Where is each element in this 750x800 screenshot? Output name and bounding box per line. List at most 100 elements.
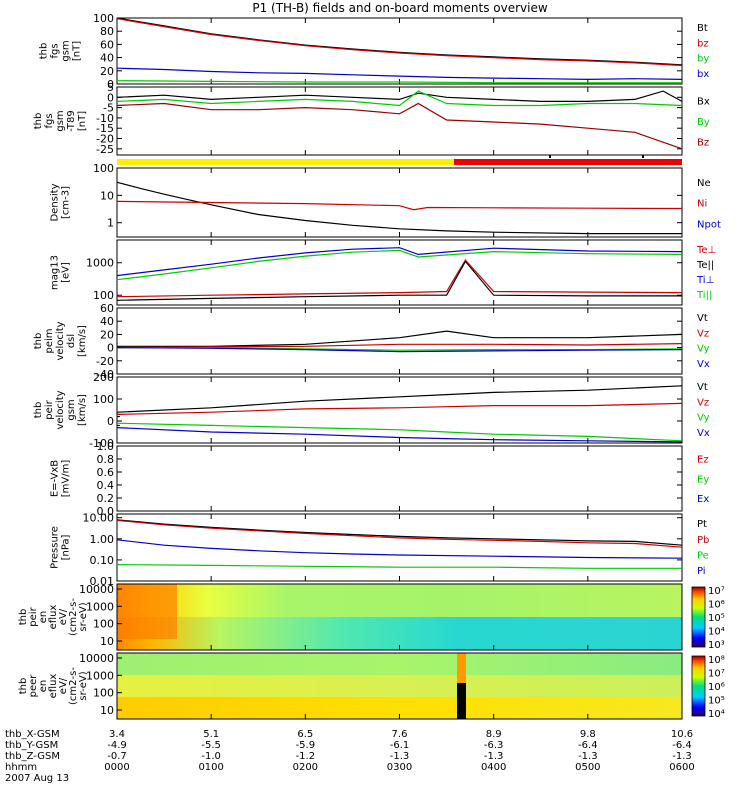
- y-tick-label: 0.6: [97, 466, 115, 479]
- ephemeris-value: -6.4: [672, 740, 692, 751]
- series-line-by: [116, 80, 682, 84]
- legend-by: by: [697, 54, 709, 65]
- colorbar-label: 10⁴: [708, 709, 725, 720]
- legend-Bz: Bz: [697, 138, 709, 149]
- ephemeris-value: -0.7: [107, 751, 127, 762]
- panel-frame: [116, 445, 683, 512]
- y-axis-label: peim: [44, 328, 55, 353]
- y-tick-label: -20: [96, 133, 114, 146]
- ephemeris-value: -6.1: [390, 740, 410, 751]
- legend-Vy: Vy: [697, 344, 710, 355]
- y-tick-label: 1000: [86, 600, 114, 613]
- y-axis-label: [mV/m]: [61, 460, 72, 498]
- y-axis-label: eflux: [48, 605, 59, 630]
- legend-Te||: Te||: [696, 260, 714, 271]
- y-tick-label: 0: [107, 78, 114, 91]
- colorbar-label: 10⁸: [708, 655, 725, 666]
- status-bar-tick: [549, 155, 551, 158]
- series-line-Pe: [116, 563, 682, 569]
- legend-Vt: Vt: [697, 382, 708, 393]
- series-line-Vy: [117, 347, 683, 351]
- spectrogram-electron-datagap: [457, 653, 466, 719]
- y-axis-label: [nT]: [72, 41, 83, 61]
- colorbar-label: 10⁷: [708, 669, 725, 680]
- status-bar: [117, 155, 682, 165]
- date-label: 2007 Aug 13: [5, 773, 69, 784]
- y-axis-label: thb: [18, 678, 29, 695]
- y-axis-label: dsl: [66, 334, 77, 348]
- series-line-Vx: [116, 347, 683, 353]
- legend-Ti⊥: Ti⊥: [696, 275, 714, 286]
- y-axis-label: [eV]: [61, 262, 72, 283]
- y-tick-label: 1.0: [97, 440, 115, 453]
- legend-Npot: Npot: [697, 220, 721, 231]
- y-axis-label: [nPa]: [61, 534, 72, 560]
- time-tick-label: 0000: [104, 762, 129, 773]
- panel-efield: 0.00.20.40.60.81.0 E=-VxB [mV/m] Ez Ey Ex: [50, 440, 710, 518]
- series-line-Pb: [116, 519, 683, 548]
- status-bar-yellow: [117, 159, 454, 165]
- ephemeris-value: 6.5: [297, 729, 313, 740]
- y-tick-label: 0.0: [97, 505, 115, 518]
- legend-Ex: Ex: [697, 494, 709, 505]
- colorbar-peir-en: [691, 586, 706, 648]
- legend-Vy: Vy: [697, 413, 710, 424]
- series-line-Vx: [116, 427, 683, 443]
- spectrogram-electron-bottom: [117, 697, 682, 719]
- y-axis-label: en: [38, 680, 49, 693]
- y-tick-label: 10: [100, 189, 114, 202]
- y-axis-label: thb: [39, 43, 50, 60]
- ephemeris-value: 7.6: [392, 729, 408, 740]
- ephemeris-label: thb_X-GSM: [5, 729, 60, 740]
- y-tick-label: 80: [100, 25, 114, 38]
- y-tick-label: 60: [100, 38, 114, 51]
- y-axis-label: velocity: [55, 390, 66, 429]
- series-line-Ne: [116, 181, 682, 235]
- y-tick-label: 100: [93, 687, 114, 700]
- legend-Pi: Pi: [697, 566, 706, 577]
- y-axis-label: thb: [33, 402, 44, 419]
- time-tick-label: 0600: [669, 762, 694, 773]
- y-axis-label: sr-eV): [78, 671, 89, 700]
- colorbar-peer-en: [691, 655, 706, 717]
- y-tick-label: 10: [100, 635, 114, 648]
- colorbar-label: 10⁶: [708, 682, 725, 693]
- y-axis-label: peer: [28, 674, 39, 698]
- legend-Vz: Vz: [697, 397, 709, 408]
- y-tick-label: -15: [96, 122, 114, 135]
- y-axis-label: eflux: [48, 674, 59, 699]
- y-axis-label: velocity: [55, 321, 66, 360]
- y-tick-label: 1: [107, 217, 114, 230]
- y-tick-label: 0: [107, 415, 114, 428]
- y-tick-label: 20: [100, 328, 114, 341]
- legend-Ne: Ne: [697, 178, 711, 189]
- y-axis-label: [km/s]: [77, 325, 88, 357]
- colorbar-label: 10³: [708, 640, 725, 651]
- series-line-Pi: [116, 539, 683, 559]
- series-line-Vt: [117, 330, 683, 347]
- series-line-bz: [116, 18, 683, 67]
- y-axis-label: [km/s]: [77, 394, 88, 426]
- legend-Bx: Bx: [697, 97, 710, 108]
- legend-bx: bx: [697, 69, 709, 80]
- y-axis-label: en: [38, 611, 49, 624]
- y-axis-label: thb: [33, 113, 44, 130]
- panel-temp: 100 1000 mag13 [eV] Te⊥ Te|| Ti⊥ Ti||: [50, 239, 716, 306]
- y-tick-label: 100: [93, 12, 114, 25]
- series-line-Ti⊥: [116, 247, 683, 277]
- ephemeris-label: thb_Z-GSM: [5, 751, 60, 762]
- legend-Ey: Ey: [697, 474, 709, 485]
- series-line-Vt: [116, 385, 683, 413]
- y-axis-label: thb: [33, 333, 44, 350]
- panel-pressure: 0.01 0.10 1.00 10.00 Pressure [nPa] Pt Pb Pe Pi: [50, 512, 710, 588]
- y-axis-label: fgs: [50, 43, 61, 58]
- panel-peir: -100 0 100 200 thb peir velocity gsm [km/s] Vt Vz V…: [33, 371, 710, 450]
- time-tick-label: 0500: [575, 762, 600, 773]
- status-bar-red: [454, 159, 682, 165]
- time-tick-label: 0400: [481, 762, 506, 773]
- legend-Pt: Pt: [697, 519, 707, 530]
- ephemeris-value: 3.4: [109, 729, 125, 740]
